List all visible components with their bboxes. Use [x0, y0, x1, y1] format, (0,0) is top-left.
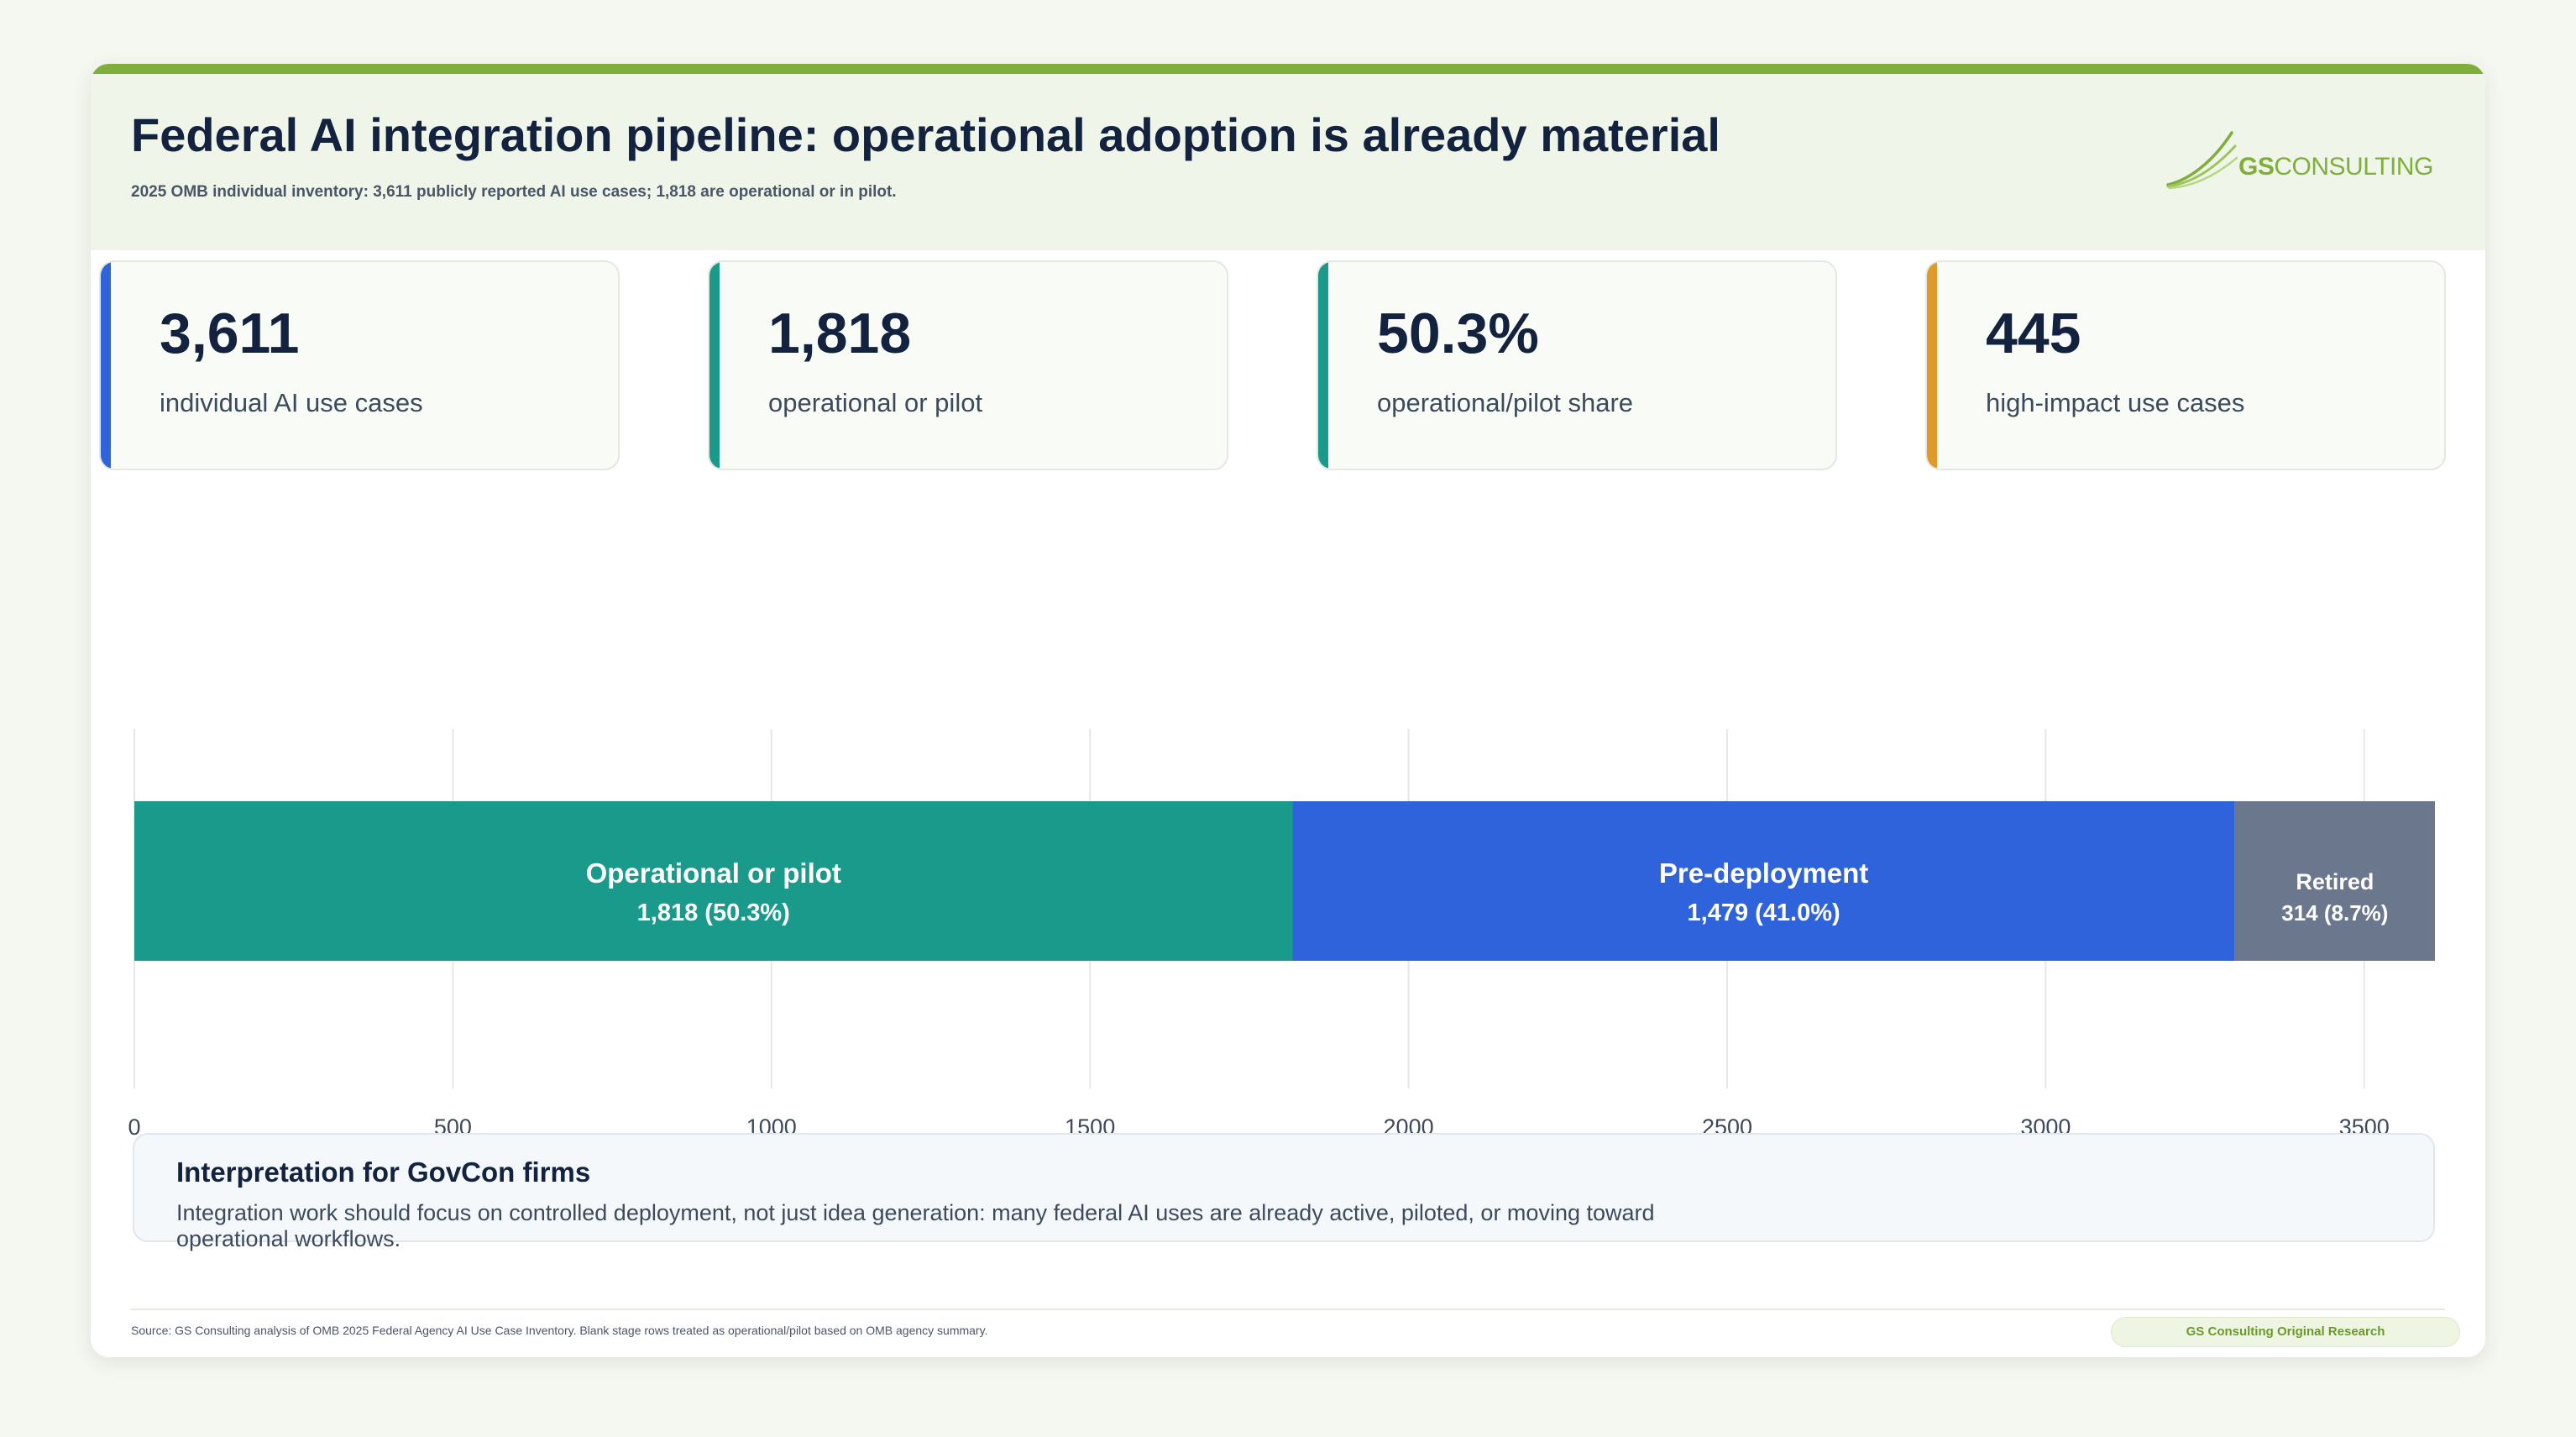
footer-divider	[131, 1309, 2445, 1310]
logo-wordmark: GSCONSULTING	[2238, 153, 2433, 181]
kpi-accent-bar	[101, 262, 111, 469]
logo-swoosh-icon	[2166, 131, 2238, 190]
interpretation-title: Interpretation for GovCon firms	[176, 1156, 591, 1188]
kpi-accent-bar	[709, 262, 720, 469]
kpi-label: high-impact use cases	[1986, 388, 2245, 417]
segment-value-label: 1,479 (41.0%)	[1688, 899, 1840, 926]
segment-name-label: Retired	[2296, 869, 2374, 894]
kpi-card-use-cases: 3,611 individual AI use cases	[99, 260, 620, 470]
segment-name-label: Pre-deployment	[1659, 857, 1868, 889]
page-title: Federal AI integration pipeline: operati…	[131, 108, 1720, 161]
kpi-label: operational or pilot	[768, 388, 983, 417]
kpi-accent-bar	[1927, 262, 1937, 469]
kpi-accent-bar	[1318, 262, 1328, 469]
logo-consulting-text: CONSULTING	[2274, 153, 2433, 181]
kpi-card-operational: 1,818 operational or pilot	[708, 260, 1228, 470]
interpretation-body: Integration work should focus on control…	[176, 1200, 1655, 1251]
kpi-card-high-impact: 445 high-impact use cases	[1925, 260, 2446, 470]
research-badge: GS Consulting Original Research	[2111, 1317, 2460, 1347]
kpi-value: 3,611	[160, 302, 300, 365]
segment-value-label: 314 (8.7%)	[2281, 900, 2388, 926]
gs-consulting-logo: GSCONSULTING	[2165, 124, 2450, 200]
stacked-bar-chart: 0 500 1000 1500 2000 2500 3000 3500Operational …	[128, 729, 2435, 1178]
bar-segment	[2234, 801, 2435, 961]
kpi-label: operational/pilot share	[1377, 388, 1634, 417]
logo-gs-text: GS	[2238, 153, 2275, 181]
interpretation-box: Interpretation for GovCon firms Integrat…	[133, 1133, 2435, 1251]
source-note: Source: GS Consulting analysis of OMB 20…	[131, 1324, 988, 1337]
bar-segment	[1292, 801, 2235, 961]
accent-top-bar	[91, 64, 2485, 74]
pipeline-chart: 0 500 1000 1500 2000 2500 3000 3500 Operational …	[91, 652, 2485, 1189]
kpi-value: 1,818	[768, 302, 912, 365]
kpi-value: 445	[1986, 302, 2081, 365]
x-tick-label: 0	[128, 1114, 140, 1140]
segment-value-label: 1,818 (50.3%)	[637, 899, 790, 926]
kpi-label: individual AI use cases	[160, 388, 423, 417]
kpi-card-share: 50.3% operational/pilot share	[1317, 260, 1837, 470]
segment-name-label: Operational or pilot	[586, 857, 841, 889]
header-band: Federal AI integration pipeline: operati…	[91, 74, 2485, 250]
slide-card: Federal AI integration pipeline: operati…	[91, 64, 2485, 1357]
kpi-value: 50.3%	[1377, 302, 1539, 365]
page-subtitle: 2025 OMB individual inventory: 3,611 pub…	[131, 183, 897, 201]
bar-segment	[134, 801, 1293, 961]
